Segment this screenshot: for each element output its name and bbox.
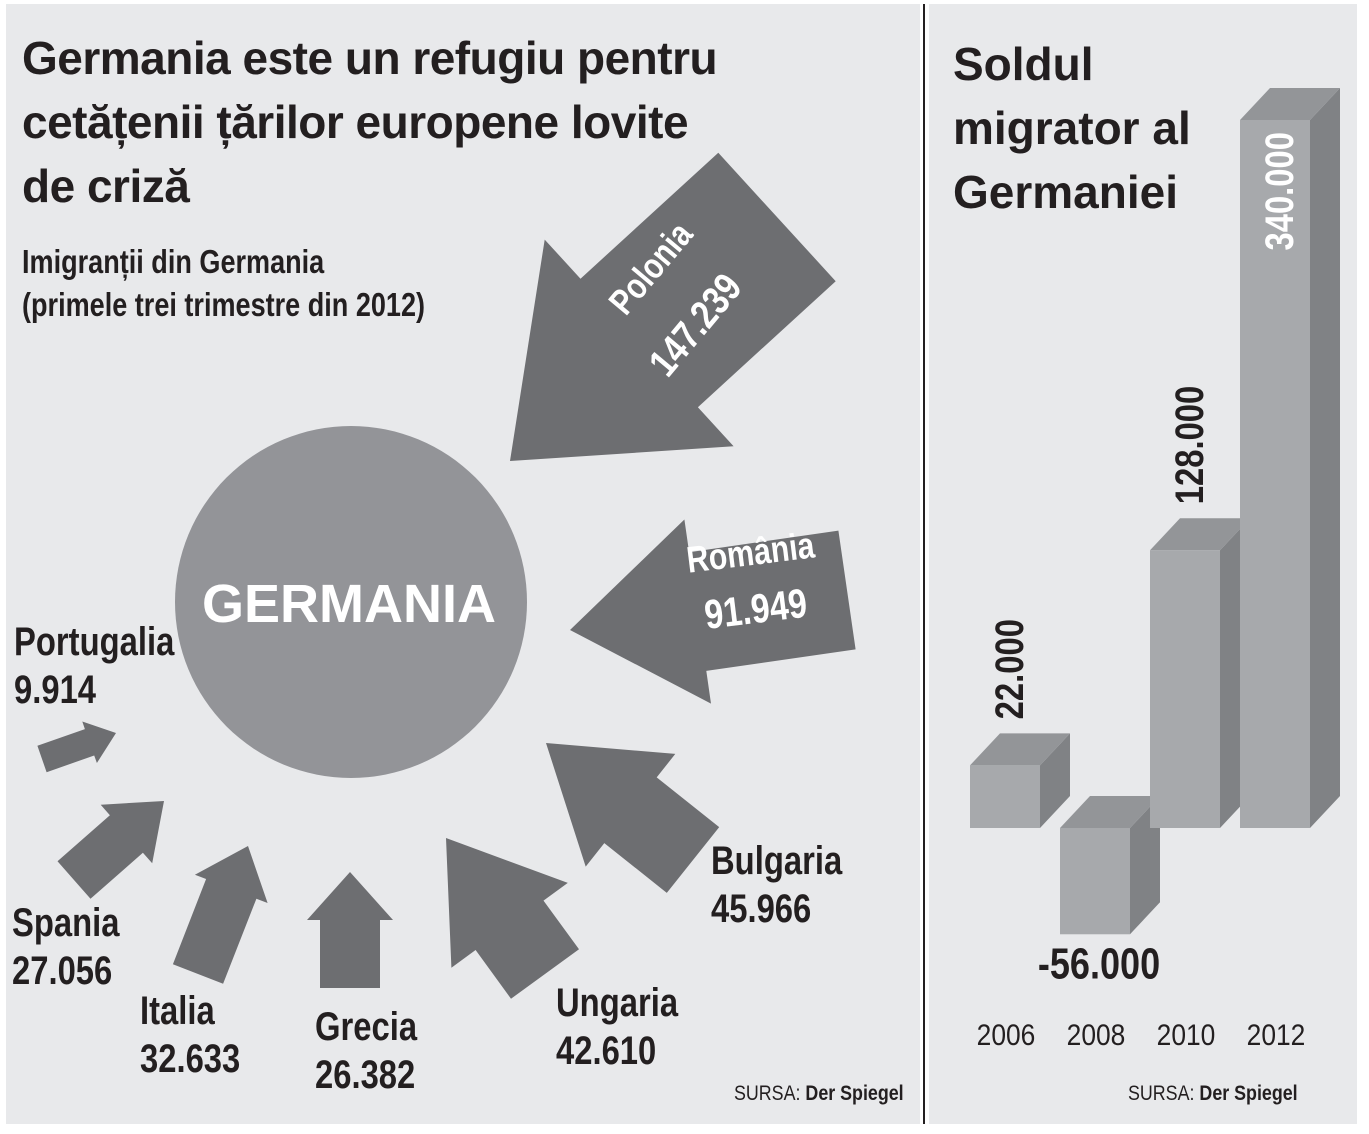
bar-2012 [1240,120,1310,828]
arrow-country-label: Bulgaria [711,838,843,883]
germany-circle [175,426,527,778]
left-subtitle: Imigranții din Germania (primele trei tr… [22,240,425,326]
bar-year-label: 2008 [1067,1017,1126,1051]
bar-value-text: 22.000 [987,619,1032,719]
left-source-label: SURSA: [734,1082,801,1105]
right-source-name: Der Spiegel [1199,1082,1298,1105]
left-subtitle-line: (primele trei trimestre din 2012) [22,286,426,323]
arrow-value-label: 9.914 [14,667,97,712]
arrow-value-label: 45.966 [711,886,811,931]
bar-year-label: 2006 [977,1017,1036,1051]
arrow-value-label: 42.610 [556,1028,656,1073]
left-title: Germania este un refugiu pentru cetățeni… [22,26,718,218]
left-title-line: Germania este un refugiu pentru [22,32,718,84]
bar-2010 [1150,550,1220,828]
arrow-value-label: 27.056 [12,948,112,993]
migration-bar-values: 22.000 -56.000 128.000 340.000 [987,132,1302,988]
arrow-românia [570,519,856,704]
bar-year-label: 2010 [1157,1017,1216,1051]
bar-value-text: 128.000 [1167,386,1212,505]
right-title-line: Soldul [953,38,1094,90]
right-source-label: SURSA: [1128,1082,1195,1105]
bar-year-text: 2012 [1247,1017,1306,1051]
left-subtitle-line: Imigranții din Germania [22,243,325,280]
left-title-line: de criză [22,160,190,212]
right-title-line: Germaniei [953,166,1178,218]
bar-year-text: 2010 [1157,1017,1216,1051]
bar-value-label: 340.000 [1257,132,1302,251]
arrow-bulgaria [546,743,720,893]
bar-value-label: 22.000 [987,619,1032,719]
migration-bars [970,88,1340,935]
left-source-name: Der Spiegel [805,1082,904,1105]
arrow-ungaria [446,838,579,999]
arrow-value-label: 32.633 [140,1036,240,1081]
bar-2006 [970,765,1040,828]
right-source: SURSA: Der Spiegel [1128,1082,1298,1106]
immigration-arrows [37,152,856,999]
bar-year-text: 2008 [1067,1017,1126,1051]
arrow-grecia [307,872,393,988]
bar-value-label: 128.000 [1167,386,1212,505]
bar-year-label: 2012 [1247,1017,1306,1051]
arrow-polonia [510,152,836,462]
bar-side [1040,733,1070,828]
bar-value-text: 340.000 [1257,132,1302,251]
left-source: SURSA: Der Spiegel [734,1082,904,1106]
germany-label: GERMANIA [202,574,496,634]
bar-top [1240,88,1340,120]
bar-side [1310,88,1340,828]
arrow-italia [172,846,268,984]
arrow-portugalia [37,721,116,773]
right-title: Soldul migrator al Germaniei [953,32,1191,224]
arrow-country-label: Ungaria [556,980,679,1025]
bar-side [1130,796,1160,935]
bar-top [970,733,1070,766]
right-title-line: migrator al [953,102,1191,154]
bar-top [1150,518,1250,551]
bar-year-text: 2006 [977,1017,1036,1051]
arrow-value-label: 26.382 [315,1052,415,1097]
left-title-line: cetățenii țărilor europene lovite [22,96,689,148]
bar-value-text: -56.000 [1038,939,1160,988]
arrow-country-label: Italia [140,988,215,1033]
bar-top [1060,796,1160,828]
arrow-country-label: Spania [12,900,120,945]
arrow-country-label: Grecia [315,1004,418,1049]
arrow-spania [57,801,164,899]
arrow-country-label: Portugalia [14,619,175,664]
bar-value-label: -56.000 [1038,939,1160,988]
migration-bar-years: 2006 2008 2010 2012 [977,1017,1306,1051]
bar-2008 [1060,828,1130,935]
